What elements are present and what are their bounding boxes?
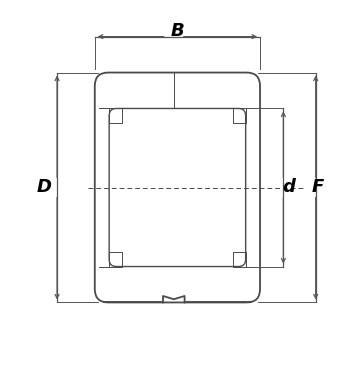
Text: F: F [311, 178, 324, 196]
Text: d: d [282, 178, 295, 196]
Text: D: D [37, 178, 52, 196]
Text: B: B [171, 22, 184, 40]
